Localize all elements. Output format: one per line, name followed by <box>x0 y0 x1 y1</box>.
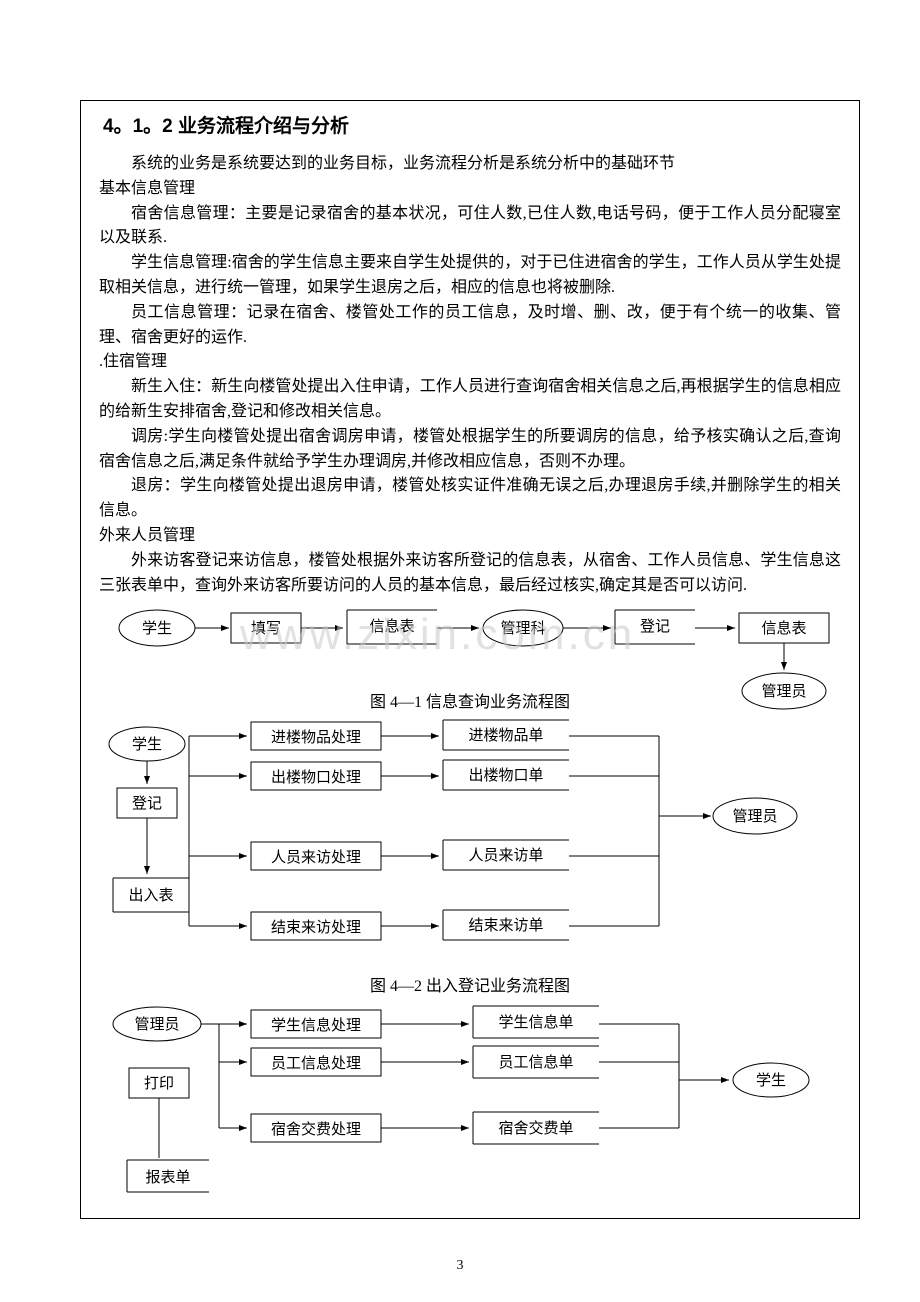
node-report: 报表单 <box>145 1169 190 1186</box>
page: www.zixin.com.cn 4。1。2 业务流程介绍与分析 系统的业务是系… <box>0 0 920 1302</box>
node-in-goods-proc: 进楼物品处理 <box>271 729 361 746</box>
para-emp-info: 员工信息管理：记录在宿舍、楼管处工作的员工信息，及时增、删、改，便于有个统一的收… <box>99 301 841 351</box>
para-visitor: 外来访客登记来访信息，楼管处根据外来访客所登记的信息表，从宿舍、工作人员信息、学… <box>99 549 841 599</box>
node-student2: 学生 <box>132 736 162 753</box>
para-checkout: 退房：学生向楼管处提出退房申请，楼管处核实证件准确无误之后,办理退房手续,并删除… <box>99 474 841 524</box>
figure-2: 学生 登记 出入表 进楼物品处理 进楼物品单 出楼物口处理 <box>99 716 839 966</box>
node-fee-sheet: 宿舍交费单 <box>498 1119 573 1137</box>
node-stu-sheet: 学生信息单 <box>498 1014 573 1031</box>
heading-basic: 基本信息管理 <box>99 177 841 202</box>
node-register: 登记 <box>640 618 670 635</box>
node-stu-proc: 学生信息处理 <box>271 1017 361 1034</box>
node-end-visit-proc: 结束来访处理 <box>271 919 361 936</box>
caption-1: 图 4—1 信息查询业务流程图 <box>99 688 841 712</box>
caption-2: 图 4—2 出入登记业务流程图 <box>99 972 841 996</box>
node-admin3: 管理员 <box>134 1016 179 1033</box>
para-student-info: 学生信息管理:宿舍的学生信息主要来自学生处提供的，对于已住进宿舍的学生，工作人员… <box>99 251 841 301</box>
node-emp-proc: 员工信息处理 <box>271 1055 361 1072</box>
node-fee-proc: 宿舍交费处理 <box>271 1120 361 1138</box>
node-student: 学生 <box>142 620 172 637</box>
para-change: 调房:学生向楼管处提出宿舍调房申请，楼管处根据学生的所要调房的信息，给予核实确认… <box>99 425 841 475</box>
intro-text: 系统的业务是系统要达到的业务目标，业务流程分析是系统分析中的基础环节 <box>99 152 841 177</box>
node-emp-sheet: 员工信息单 <box>498 1054 573 1071</box>
node-mgmt: 管理科 <box>500 620 545 637</box>
node-end-visit-sheet: 结束来访单 <box>468 917 543 934</box>
node-infotable2: 信息表 <box>761 620 806 637</box>
node-admin: 管理员 <box>761 683 806 700</box>
node-print: 打印 <box>144 1075 174 1092</box>
page-number: 3 <box>0 1258 920 1274</box>
heading-visitor: 外来人员管理 <box>99 524 841 549</box>
content-frame: 4。1。2 业务流程介绍与分析 系统的业务是系统要达到的业务目标，业务流程分析是… <box>80 100 860 1219</box>
heading-stay: .住宿管理 <box>99 350 841 375</box>
node-out-goods-proc: 出楼物口处理 <box>271 769 361 786</box>
node-infotable: 信息表 <box>369 618 414 635</box>
node-out-goods-sheet: 出楼物口单 <box>468 767 543 784</box>
node-visitor-sheet: 人员来访单 <box>468 847 543 864</box>
node-fill: 填写 <box>251 620 281 637</box>
figure-3: 管理员 打印 报表单 学生信息处理 学生信息单 员工信息处理 <box>99 1000 839 1200</box>
para-dorm-info: 宿舍信息管理：主要是记录宿舍的基本状况，可住人数,已住人数,电话号码，便于工作人… <box>99 202 841 252</box>
node-admin2: 管理员 <box>732 808 777 825</box>
node-register2: 登记 <box>132 795 162 812</box>
node-visitor-proc: 人员来访处理 <box>271 849 361 866</box>
node-student3: 学生 <box>756 1072 786 1089</box>
node-in-goods-sheet: 进楼物品单 <box>468 727 543 744</box>
node-inout: 出入表 <box>128 887 173 904</box>
section-title: 4。1。2 业务流程介绍与分析 <box>103 111 841 138</box>
para-checkin: 新生入住：新生向楼管处提出入住申请，工作人员进行查询宿舍相关信息之后,再根据学生… <box>99 375 841 425</box>
